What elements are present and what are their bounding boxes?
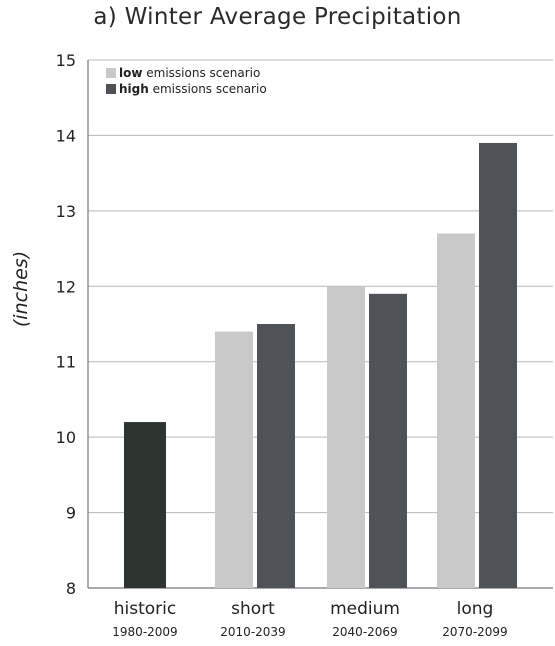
x-category-period: 1980-2009	[112, 625, 177, 639]
bar-low-medium	[327, 286, 365, 588]
y-axis-ticks: 8 9 10 11 12 13 14 15	[56, 51, 76, 598]
y-tick-label: 13	[56, 202, 76, 221]
legend: low emissions scenario high emissions sce…	[106, 66, 267, 96]
bar-historic	[124, 422, 166, 588]
legend-swatch-low	[106, 68, 116, 78]
bar-low-short	[215, 331, 253, 588]
y-tick-label: 10	[56, 428, 76, 447]
x-category-label: long	[457, 599, 494, 619]
bar-high-long	[479, 142, 517, 588]
y-tick-label: 11	[56, 353, 76, 372]
legend-label-high: high emissions scenario	[119, 82, 267, 96]
y-tick-label: 15	[56, 51, 76, 70]
bar-low-long	[437, 233, 475, 588]
x-category-period: 2010-2039	[220, 625, 285, 639]
x-category-period: 2040-2069	[332, 625, 397, 639]
y-tick-label: 8	[66, 579, 76, 598]
x-category-period: 2070-2099	[442, 625, 507, 639]
x-axis-labels: historic 1980-2009 short 2010-2039 medium 204…	[112, 599, 507, 639]
y-tick-label: 14	[56, 126, 76, 145]
x-category-label: short	[231, 599, 275, 619]
y-tick-label: 9	[66, 504, 76, 523]
bars	[124, 142, 517, 588]
x-category-label: medium	[330, 599, 400, 619]
chart-title: a) Winter Average Precipitation	[93, 4, 462, 30]
y-tick-label: 12	[56, 277, 76, 296]
legend-label-low: low emissions scenario	[119, 66, 260, 80]
legend-swatch-high	[106, 84, 116, 94]
bar-high-short	[257, 324, 295, 588]
bar-high-medium	[369, 293, 407, 588]
y-axis-title: (inches)	[10, 251, 32, 327]
x-category-label: historic	[114, 599, 176, 619]
